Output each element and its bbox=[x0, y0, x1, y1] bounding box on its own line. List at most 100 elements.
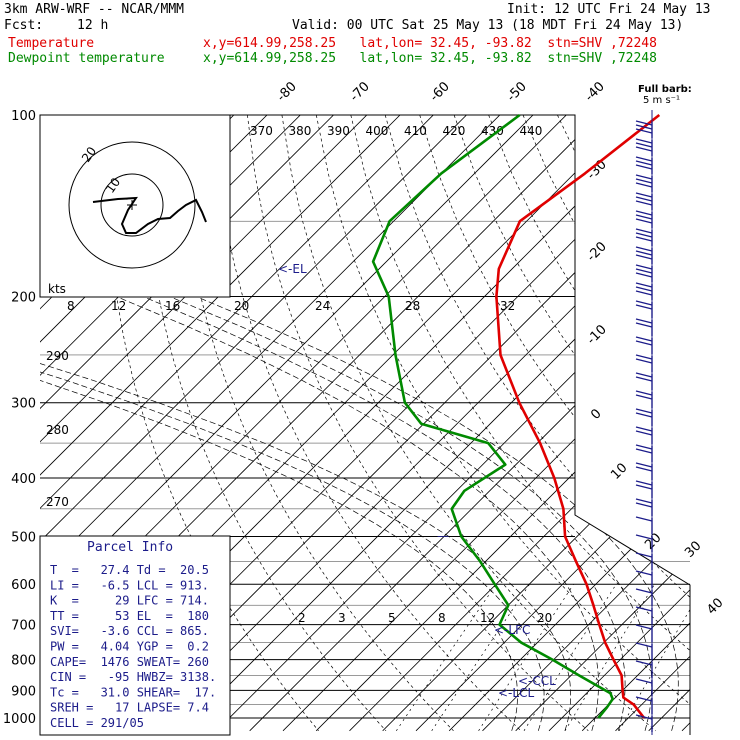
parcel-info-row: K = 29 LFC = 714. bbox=[50, 594, 209, 608]
speed-scale-label: 12 bbox=[111, 299, 126, 313]
wind-barb-flag bbox=[635, 182, 653, 188]
isotherm-label: -80 bbox=[274, 79, 300, 105]
hodograph-units: kts bbox=[48, 282, 66, 296]
wind-barb-flag bbox=[635, 174, 653, 180]
isotherm-line bbox=[382, 115, 690, 732]
wind-barb-flag bbox=[635, 430, 653, 436]
wind-barb-flag bbox=[635, 484, 653, 490]
wind-barb-flag bbox=[635, 128, 653, 134]
wind-barb-flag bbox=[635, 444, 653, 450]
moist-adiabat-line bbox=[116, 296, 599, 731]
wind-barb-flag bbox=[635, 124, 653, 130]
isotherm-line bbox=[349, 115, 690, 732]
diagram-frame bbox=[40, 114, 691, 735]
wind-barb-flag bbox=[635, 480, 653, 486]
wind-barb-flag bbox=[635, 642, 653, 648]
moist-adiabat-line bbox=[142, 296, 626, 731]
wind-barb-flag bbox=[635, 272, 653, 278]
wind-barb-flag bbox=[635, 322, 653, 328]
parcel-info-row: SVI= -3.6 CCL = 865. bbox=[50, 624, 209, 638]
isotherm-line bbox=[515, 115, 690, 732]
moist-adiabat-line bbox=[40, 296, 545, 731]
isotherm-line bbox=[415, 115, 690, 732]
isotherm-line bbox=[40, 115, 592, 732]
wind-barb-flag bbox=[635, 246, 653, 252]
wind-barb-flag bbox=[635, 210, 653, 216]
theta-label-top: 420 bbox=[443, 124, 466, 138]
wind-barb-flag bbox=[635, 304, 653, 310]
wind-barb-flag bbox=[635, 588, 653, 594]
hodograph-trace bbox=[92, 196, 207, 234]
pressure-label-800: 800 bbox=[11, 654, 36, 669]
isotherm-line bbox=[40, 115, 492, 732]
dry-adiabat-line bbox=[281, 115, 657, 732]
mixing-ratio-label: 8 bbox=[438, 611, 446, 625]
isotherm-label: -70 bbox=[347, 79, 373, 105]
parcel-info-row: CELL = 291/05 bbox=[50, 716, 144, 730]
hodograph-ring-10 bbox=[100, 173, 164, 237]
level-marker-lcl: <-LCL bbox=[498, 686, 534, 700]
barb-legend-units: 5 m s⁻¹ bbox=[643, 95, 680, 106]
wind-barb-flag bbox=[635, 394, 653, 400]
parcel-info-title: Parcel Info bbox=[87, 540, 173, 555]
isotherm-line bbox=[715, 57, 740, 731]
wind-barb-flag bbox=[635, 570, 653, 576]
mixing-ratio-label: 5 bbox=[388, 611, 396, 625]
wind-barb-flag bbox=[635, 498, 653, 504]
wind-barb-flag bbox=[635, 412, 653, 418]
isotherm-label: 30 bbox=[682, 539, 704, 561]
mixing-ratio-label: 12 bbox=[480, 611, 495, 625]
wind-barb-flag bbox=[635, 516, 653, 522]
parcel-info-row: TT = 53 EL = 180 bbox=[50, 609, 209, 623]
wind-barb-flag bbox=[635, 200, 653, 206]
wind-barb-flag bbox=[635, 178, 653, 184]
wind-barb-flag bbox=[635, 354, 653, 360]
isotherm-label: 10 bbox=[608, 461, 630, 483]
mixing-ratio-line bbox=[618, 584, 690, 731]
mixing-ratio-line bbox=[478, 584, 574, 731]
isotherm-label: -40 bbox=[582, 79, 608, 105]
dry-adiabat-line bbox=[384, 115, 690, 732]
isotherm-label: 20 bbox=[642, 531, 664, 553]
pressure-label-400: 400 bbox=[11, 472, 36, 487]
mixing-ratio-line bbox=[396, 584, 497, 731]
wind-barb-flag bbox=[635, 534, 653, 540]
isotherm-line bbox=[681, 115, 690, 732]
parcel-info-row: CIN = -95 HWBZ= 3138. bbox=[50, 670, 216, 684]
speed-scale-label: 8 bbox=[67, 299, 75, 313]
level-marker-el: <-EL bbox=[278, 262, 307, 276]
wind-barb-flag bbox=[635, 606, 653, 612]
wind-barb-flag bbox=[635, 228, 653, 234]
isotherm-line bbox=[216, 115, 690, 732]
wind-barb-flag bbox=[635, 426, 653, 432]
pressure-label-200: 200 bbox=[11, 291, 36, 306]
wind-barb-flag bbox=[635, 466, 653, 472]
wind-barb-flag bbox=[635, 390, 653, 396]
valid-time: Valid: 00 UTC Sat 25 May 13 (18 MDT Fri … bbox=[292, 18, 684, 33]
wind-barb-flag bbox=[635, 408, 653, 414]
parcel-info-box bbox=[39, 535, 231, 736]
pressure-label-100: 100 bbox=[11, 109, 36, 124]
dry-adiabat-line bbox=[591, 115, 690, 732]
model-title: 3km ARW-WRF -- NCAR/MMM bbox=[4, 2, 185, 17]
wind-barb-flag bbox=[635, 264, 653, 270]
dry-adiabat-line bbox=[730, 115, 740, 731]
dry-adiabat-line bbox=[419, 115, 690, 732]
wind-barb-flag bbox=[635, 376, 653, 382]
wind-barb-flag bbox=[635, 696, 653, 702]
theta-label-top: 370 bbox=[250, 124, 273, 138]
wind-barb-flag bbox=[635, 138, 653, 144]
wind-barb-flag bbox=[635, 372, 653, 378]
wind-barb-flag bbox=[635, 214, 653, 220]
mixing-ratio-line bbox=[564, 584, 655, 731]
parcel-info-row: SREH = 17 LAPSE= 7.4 bbox=[50, 701, 209, 715]
wind-barb-flag bbox=[635, 160, 653, 166]
parcel-info-row: PW = 4.04 YGP = 0.2 bbox=[50, 640, 209, 654]
level-marker-ccl: <-CCL bbox=[518, 674, 556, 688]
theta-label-top: 440 bbox=[520, 124, 543, 138]
isotherm-label: 0 bbox=[588, 406, 604, 422]
dewpoint-profile bbox=[371, 113, 615, 719]
isotherm-line bbox=[482, 115, 690, 732]
dry-adiabat-line bbox=[453, 115, 690, 732]
theta-label-side: 270 bbox=[46, 495, 69, 509]
